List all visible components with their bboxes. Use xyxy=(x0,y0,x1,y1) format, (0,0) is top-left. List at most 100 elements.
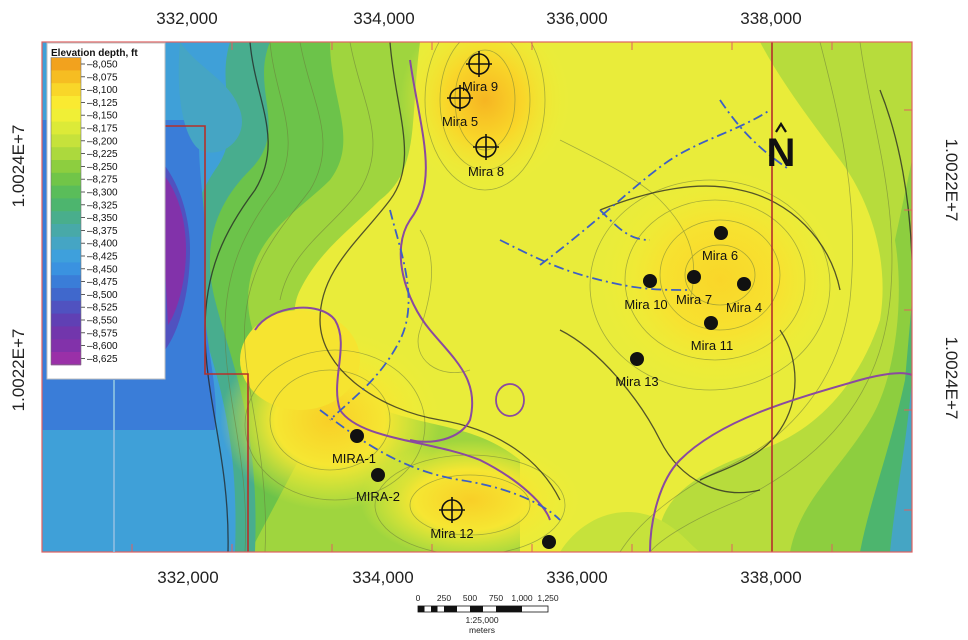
well-label: Mira 12 xyxy=(430,526,473,541)
drilled-well-icon xyxy=(687,270,701,284)
well-marker[interactable]: Mira 13 xyxy=(615,352,659,389)
drilled-well-icon xyxy=(714,226,728,240)
well-marker[interactable]: Mira 7 xyxy=(676,270,712,307)
lease-boundary xyxy=(160,42,773,552)
well-label: Mira 7 xyxy=(676,292,712,307)
map-frame xyxy=(41,41,913,553)
legend-swatch xyxy=(51,134,81,148)
scale-tick-label: 250 xyxy=(437,593,451,603)
legend-swatch xyxy=(51,198,81,212)
legend-swatch xyxy=(51,249,81,263)
north-arrow: N xyxy=(767,121,796,175)
x-tick-bottom: 334,000 xyxy=(352,568,413,587)
well-marker[interactable]: MIRA-2 xyxy=(356,468,400,504)
drilled-well-icon xyxy=(542,535,556,549)
legend-label: –8,050 xyxy=(87,60,118,71)
well-label: Mira 4 xyxy=(726,300,762,315)
well-marker[interactable]: Mira 9 xyxy=(462,51,498,94)
drilled-well-icon xyxy=(643,274,657,288)
drilled-well-icon xyxy=(350,429,364,443)
y-tick-left: 1.0022E+7 xyxy=(9,329,28,412)
legend-swatch xyxy=(51,352,81,366)
legend-label: –8,300 xyxy=(87,188,118,199)
legend-label: –8,350 xyxy=(87,213,118,224)
well-label: Mira 11 xyxy=(691,338,733,353)
wells: Mira 9 Mira 5 Mira 8 Mira 6 Mira 10 Mira 7 Mir… xyxy=(332,51,762,549)
north-label: N xyxy=(767,131,796,175)
legend-label: –8,575 xyxy=(87,328,118,339)
well-marker[interactable]: Mira 8 xyxy=(468,134,504,179)
drilled-well-icon xyxy=(737,277,751,291)
x-tick-top: 336,000 xyxy=(546,9,607,28)
well-label: Mira 6 xyxy=(702,248,738,263)
scale-tick-label: 750 xyxy=(489,593,503,603)
fault-line xyxy=(499,239,691,291)
drilled-well-icon xyxy=(704,316,718,330)
well-marker[interactable]: Mira 11 xyxy=(691,316,733,353)
legend-swatch xyxy=(51,275,81,289)
legend-swatch xyxy=(51,70,81,84)
legend-swatch xyxy=(51,185,81,199)
scale-ratio: 1:25,000 xyxy=(465,615,498,625)
legend-label: –8,475 xyxy=(87,277,118,288)
x-tick-bottom: 336,000 xyxy=(546,568,607,587)
legend-swatch xyxy=(51,147,81,161)
legend-swatch xyxy=(51,236,81,251)
scale-bar: 0 250 500 750 1,000 1,250 1:25,000 meters xyxy=(416,593,559,635)
north-arrow-icon xyxy=(775,121,787,133)
legend-label: –8,075 xyxy=(87,72,118,83)
well-marker[interactable]: MIRA-1 xyxy=(332,429,376,466)
legend-swatch xyxy=(51,288,81,302)
legend: Elevation depth, ft –8,050–8,075 –8,100 –8… xyxy=(46,42,166,380)
legend-label: –8,450 xyxy=(87,264,118,275)
legend-swatch xyxy=(51,262,81,276)
legend-swatch xyxy=(51,57,81,71)
scale-tick-label: 1,000 xyxy=(511,593,533,603)
well-label: Mira 9 xyxy=(462,79,498,94)
well-marker[interactable]: Mira 10 xyxy=(624,274,668,312)
legend-swatch xyxy=(51,211,81,225)
legend-swatch xyxy=(51,83,81,97)
legend-label: –8,200 xyxy=(87,136,118,147)
legend-label: –8,400 xyxy=(87,239,118,250)
well-marker[interactable]: Mira 12 xyxy=(430,497,474,541)
legend-label: –8,125 xyxy=(87,98,118,109)
legend-swatch xyxy=(51,160,81,174)
closure-contour xyxy=(399,59,474,443)
legend-label: –8,325 xyxy=(87,200,118,211)
axis-labels: 332,000 334,000 336,000 338,000 332,000 … xyxy=(9,9,961,587)
x-tick-top: 338,000 xyxy=(740,9,801,28)
legend-label: –8,625 xyxy=(87,354,118,365)
legend-swatch xyxy=(51,172,81,187)
well-marker[interactable] xyxy=(542,535,556,549)
well-marker[interactable]: Mira 5 xyxy=(442,85,478,129)
legend-swatch xyxy=(51,326,81,340)
x-tick-bottom: 332,000 xyxy=(157,568,218,587)
legend-colorbar xyxy=(50,57,85,366)
well-label: Mira 8 xyxy=(468,164,504,179)
well-label: Mira 13 xyxy=(615,374,658,389)
scale-bar-segments xyxy=(417,605,549,613)
scale-tick-labels: 0 250 500 750 1,000 1,250 xyxy=(416,593,559,603)
drilled-well-icon xyxy=(630,352,644,366)
well-marker[interactable]: Mira 4 xyxy=(726,277,762,315)
well-marker[interactable]: Mira 6 xyxy=(702,226,738,263)
legend-label: –8,275 xyxy=(87,175,118,186)
well-label: MIRA-1 xyxy=(332,451,376,466)
well-label: Mira 10 xyxy=(624,297,667,312)
legend-swatch xyxy=(51,108,81,123)
x-tick-top: 332,000 xyxy=(156,9,217,28)
scale-tick-label: 500 xyxy=(463,593,477,603)
x-tick-top: 334,000 xyxy=(353,9,414,28)
legend-label: –8,250 xyxy=(87,162,118,173)
legend-swatch xyxy=(51,339,81,353)
y-tick-left: 1.0024E+7 xyxy=(9,125,28,208)
legend-label: –8,550 xyxy=(87,316,118,327)
x-tick-bottom: 338,000 xyxy=(740,568,801,587)
y-tick-right: 1.0022E+7 xyxy=(942,139,961,222)
legend-label: –8,425 xyxy=(87,252,118,263)
well-label: MIRA-2 xyxy=(356,489,400,504)
legend-labels: –8,050–8,075–8,100–8,125–8,150–8,175–8,2… xyxy=(87,60,118,365)
scale-tick-label: 0 xyxy=(416,593,421,603)
legend-label: –8,225 xyxy=(87,149,118,160)
